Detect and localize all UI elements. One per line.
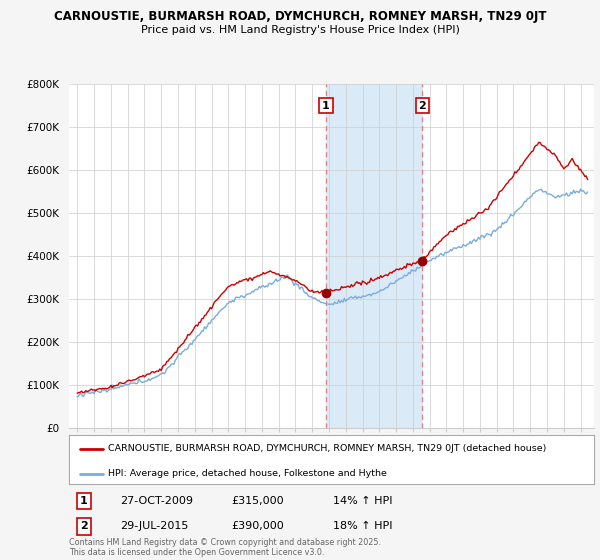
Text: 18% ↑ HPI: 18% ↑ HPI bbox=[333, 521, 392, 531]
Text: 1: 1 bbox=[322, 101, 330, 110]
Text: 2: 2 bbox=[80, 521, 88, 531]
Text: CARNOUSTIE, BURMARSH ROAD, DYMCHURCH, ROMNEY MARSH, TN29 0JT (detached house): CARNOUSTIE, BURMARSH ROAD, DYMCHURCH, RO… bbox=[109, 445, 547, 454]
Bar bbox=[326, 84, 422, 428]
Text: 27-OCT-2009: 27-OCT-2009 bbox=[120, 496, 193, 506]
Text: 14% ↑ HPI: 14% ↑ HPI bbox=[333, 496, 392, 506]
Text: 2: 2 bbox=[419, 101, 426, 110]
Text: Price paid vs. HM Land Registry's House Price Index (HPI): Price paid vs. HM Land Registry's House … bbox=[140, 25, 460, 35]
Text: £390,000: £390,000 bbox=[231, 521, 284, 531]
Text: CARNOUSTIE, BURMARSH ROAD, DYMCHURCH, ROMNEY MARSH, TN29 0JT: CARNOUSTIE, BURMARSH ROAD, DYMCHURCH, RO… bbox=[54, 10, 546, 23]
Text: Contains HM Land Registry data © Crown copyright and database right 2025.
This d: Contains HM Land Registry data © Crown c… bbox=[69, 538, 381, 557]
Text: £315,000: £315,000 bbox=[231, 496, 284, 506]
Text: 29-JUL-2015: 29-JUL-2015 bbox=[120, 521, 188, 531]
Text: HPI: Average price, detached house, Folkestone and Hythe: HPI: Average price, detached house, Folk… bbox=[109, 469, 387, 478]
Text: 1: 1 bbox=[80, 496, 88, 506]
